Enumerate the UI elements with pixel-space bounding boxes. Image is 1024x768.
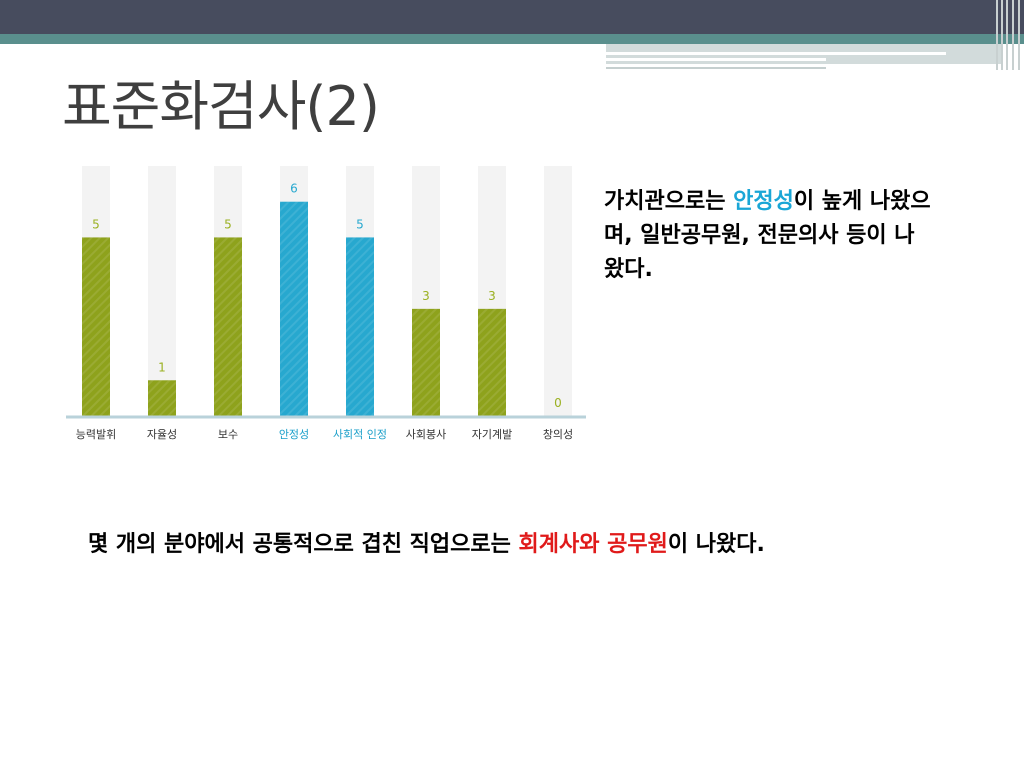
side-note-text-end: 이 높게 나왔으며, 일반공무원, 전문의사 등이 나왔다.: [604, 189, 931, 282]
ribbon-line: [606, 58, 826, 61]
bottom-note: 몇 개의 분야에서 공통적으로 겹친 직업으로는 회계사와 공무원이 나왔다.: [88, 526, 988, 558]
bar-value-label: 1: [158, 360, 166, 374]
side-note-highlight: 안정성: [733, 189, 794, 214]
bar-track: [148, 166, 176, 416]
decorative-stripes: [994, 0, 1024, 70]
header-accent-strip: [0, 34, 1024, 44]
side-note: 가치관으로는 안정성이 높게 나왔으며, 일반공무원, 전문의사 등이 나왔다.: [604, 185, 934, 287]
category-label: 사회적 인정: [333, 428, 387, 441]
bar-texture: [478, 308, 506, 416]
category-label: 안정성: [279, 428, 309, 441]
header-band: [0, 0, 1024, 34]
category-label: 능력발휘: [76, 428, 116, 441]
bar-texture: [214, 237, 242, 416]
bar-value-label: 6: [290, 182, 298, 196]
bar-texture: [148, 380, 176, 416]
slide-title: 표준화검사(2): [62, 75, 380, 138]
value-bar-chart: 5 1 5 6 5 3 3 0 능력발휘 자율성 보수 안정성 사회적 인정 사회봉사 자기계발 창의성: [66, 166, 586, 441]
bar-value-label: 5: [356, 217, 364, 231]
bar-texture: [82, 237, 110, 416]
category-label: 보수: [218, 428, 238, 441]
bar-texture: [280, 201, 308, 416]
bar-value-label: 3: [422, 289, 430, 303]
category-label: 창의성: [543, 428, 573, 441]
bar-value-label: 3: [488, 289, 496, 303]
bar-texture: [412, 308, 440, 416]
bar-value-label: 5: [92, 217, 100, 231]
bar-track: [544, 166, 572, 416]
category-label: 자율성: [147, 428, 177, 441]
bottom-note-highlight: 회계사와 공무원: [518, 532, 668, 557]
category-label: 자기계발: [472, 428, 512, 441]
ribbon-line: [606, 67, 826, 69]
bottom-note-text: 몇 개의 분야에서 공통적으로 겹친 직업으로는: [88, 532, 519, 557]
bar-texture: [346, 237, 374, 416]
bar-value-label: 5: [224, 217, 232, 231]
bar-value-label: 0: [554, 396, 562, 410]
side-note-text: 가치관으로는: [604, 189, 734, 214]
bottom-note-text-end: 이 나왔다.: [667, 532, 765, 557]
ribbon-line: [606, 52, 946, 55]
category-label: 사회봉사: [406, 428, 446, 441]
